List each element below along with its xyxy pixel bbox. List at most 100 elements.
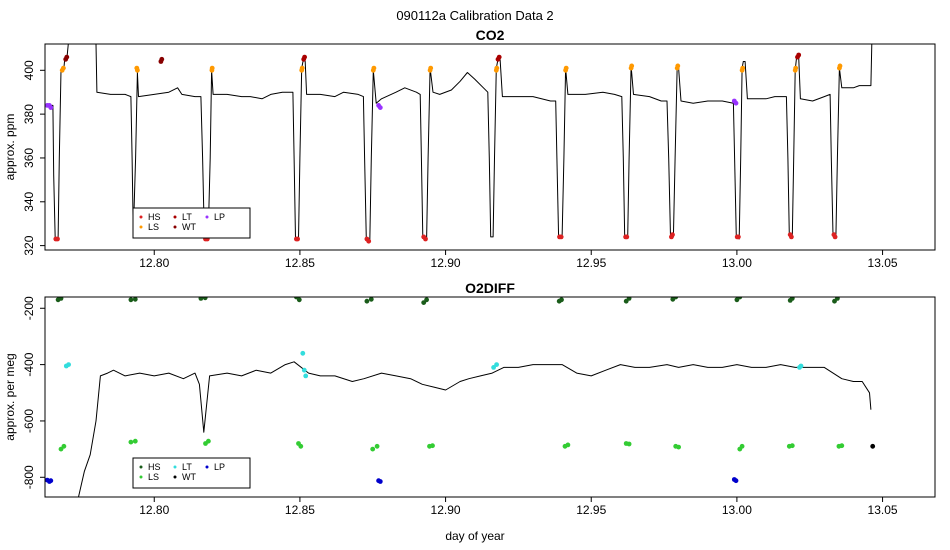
co2-series-ls-point (371, 65, 377, 71)
co2-plot-frame (44, 43, 936, 251)
o2diff-x-tick-label: 13.05 (868, 503, 898, 517)
o2diff-series-lp-point (377, 479, 383, 484)
o2diff-x-tick-label: 12.80 (139, 503, 169, 517)
o2diff-x-tick-label: 13.00 (722, 503, 752, 517)
o2diff-series-hs-point (626, 297, 632, 301)
o2diff-y-tick-label: -600 (22, 409, 36, 433)
co2-legend-swatch-lp (205, 215, 209, 219)
co2-y-tick-label: 380 (22, 104, 36, 124)
o2diff-y-tick-label: -200 (22, 296, 36, 320)
figure-title: 090112a Calibration Data 2 (396, 8, 553, 23)
o2diff-panel: O2DIFF 12.80 12.85 12.90 12.95 13.00 13.05 -200… (3, 280, 936, 517)
co2-series-hs-point (558, 234, 564, 240)
co2-legend-label-ls: LS (148, 222, 159, 232)
o2diff-legend-swatch-lt (173, 465, 177, 469)
co2-x-tick-label: 12.80 (139, 256, 169, 270)
co2-series-ambient-line (46, 44, 873, 242)
o2diff-series-hs-point (559, 297, 564, 303)
co2-legend-label-lp: LP (214, 212, 225, 222)
co2-y-tick-label: 320 (22, 235, 36, 255)
co2-series-ls-point (428, 65, 434, 71)
o2diff-series-ls-point (298, 443, 304, 449)
co2-series-hs-point (366, 238, 372, 244)
o2diff-series-ambient-line (78, 361, 872, 497)
co2-panel: CO2 12.80 12.85 12.90 12.95 13.00 13.05 320 340 3… (3, 27, 936, 270)
o2diff-series-ls-point (374, 443, 380, 449)
o2diff-series-hs-point (673, 297, 679, 300)
co2-series-hs-point (832, 234, 838, 240)
o2diff-series-hs-point (424, 297, 429, 303)
o2diff-series-lp-point (48, 478, 54, 484)
o2diff-series-group (45, 297, 876, 497)
o2diff-series-ls-point (370, 446, 376, 452)
o2diff-legend-label-lp: LP (214, 462, 225, 472)
o2diff-y-axis-label: approx. per meg (3, 353, 17, 440)
o2diff-panel-title: O2DIFF (465, 280, 515, 296)
co2-series-hs-point (736, 234, 741, 240)
o2diff-series-ls-point (739, 443, 745, 449)
co2-series-ls-point (793, 65, 799, 71)
o2diff-series-hs-point (737, 297, 743, 300)
o2diff-series-lt-point (303, 373, 309, 379)
o2diff-series-hs-point (202, 297, 208, 301)
o2diff-y-tick-label: -400 (22, 352, 36, 376)
co2-legend-label-wt: WT (182, 222, 196, 232)
o2diff-plot-frame (44, 296, 936, 498)
o2diff-series-lt-point (301, 367, 307, 373)
co2-series-ls-point (494, 65, 500, 71)
o2diff-series-ls-point (839, 443, 845, 449)
co2-legend-label-hs: HS (148, 212, 161, 222)
o2diff-series-ls-point (132, 438, 138, 444)
o2diff-series-ls-point (128, 439, 134, 445)
co2-series-ls-point (563, 65, 569, 71)
o2diff-series-lt-point (491, 365, 496, 370)
o2diff-series-hs-point (58, 297, 64, 301)
co2-y-axis-label: approx. ppm (3, 114, 17, 181)
co2-legend-box (132, 207, 251, 239)
o2diff-legend-label-ls: LS (148, 472, 159, 482)
o2diff-series-hs-point (835, 297, 840, 301)
co2-legend-swatch-lt (173, 215, 177, 219)
o2diff-series-hs-point (132, 297, 138, 302)
co2-x-tick-label: 13.00 (722, 256, 752, 270)
co2-series-hs-point (55, 236, 60, 242)
co2-y-tick-label: 400 (22, 60, 36, 80)
o2diff-series-lt-point (300, 350, 306, 356)
co2-series-wt-point (64, 54, 70, 60)
co2-series-lt-point (302, 54, 307, 60)
o2diff-series-ls-point (206, 438, 211, 444)
co2-series-hs-point (789, 234, 794, 240)
o2diff-series-hs-point (368, 297, 374, 302)
co2-series-ls-point (740, 65, 746, 71)
o2diff-series-lt-point (66, 362, 71, 367)
x-axis-label: day of year (445, 529, 504, 543)
co2-series-ls-point (629, 63, 635, 69)
o2diff-series-ls-point (676, 444, 681, 450)
o2diff-legend-label-wt: WT (182, 472, 196, 482)
co2-x-tick-label: 12.85 (285, 256, 315, 270)
o2diff-series-ls-point (430, 443, 435, 449)
o2diff-y-tick-label: -800 (22, 465, 36, 489)
o2diff-series-wt-point (870, 443, 876, 449)
co2-series-ls-point (299, 65, 305, 71)
o2diff-series-ls-point (789, 443, 795, 449)
o2diff-x-tick-label: 12.90 (431, 503, 461, 517)
co2-x-tick-label: 13.05 (868, 256, 898, 270)
o2diff-legend-swatch-lp (205, 465, 209, 469)
co2-y-tick-label: 340 (22, 191, 36, 211)
co2-series-hs-point (423, 236, 428, 242)
co2-series-hs-point (670, 232, 675, 238)
co2-series-ls-point (61, 65, 66, 71)
co2-series-ls-point (837, 63, 843, 69)
o2diff-series-hs-point (198, 297, 204, 301)
co2-series-hs-point (295, 236, 300, 242)
co2-series-wt-point (159, 56, 165, 62)
co2-legend-label-lt: LT (182, 212, 192, 222)
o2diff-x-tick-label: 12.95 (576, 503, 606, 517)
o2diff-legend-label-lt: LT (182, 462, 192, 472)
co2-series-hs-point (624, 234, 630, 240)
co2-series-ls-point (209, 65, 215, 71)
o2diff-series-ls-point (565, 442, 571, 448)
